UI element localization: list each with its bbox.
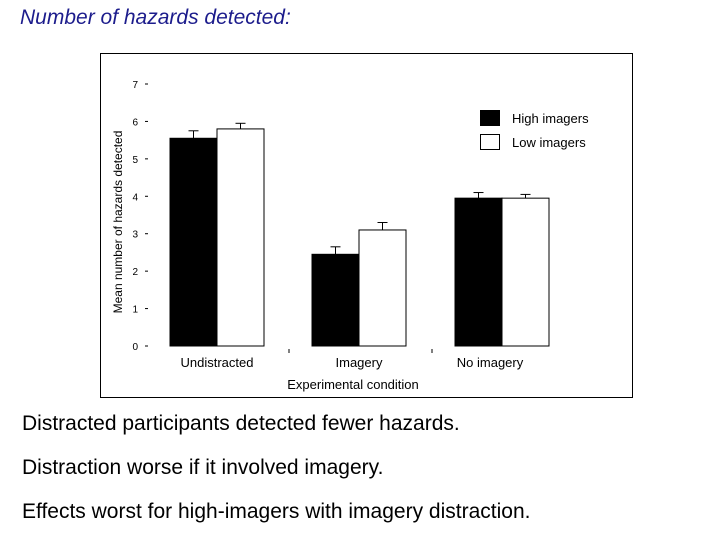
y-axis-label: Mean number of hazards detected: [111, 130, 125, 314]
legend-swatch-high: [480, 110, 500, 126]
bar-low-2: [501, 197, 550, 347]
bar-low-1: [358, 229, 407, 347]
legend-label-low: Low imagers: [512, 134, 586, 150]
y-tick-label: 2: [132, 267, 138, 278]
y-tick-label: 0: [132, 342, 138, 353]
y-tick-label: 4: [132, 192, 138, 203]
caption-line-2: Distraction worse if it involved imagery…: [22, 456, 384, 479]
category-label-undistracted: Undistracted: [180, 355, 254, 370]
caption-line-3: Effects worst for high-imagers with imag…: [22, 500, 531, 523]
slide-title: Number of hazards detected:: [20, 6, 291, 29]
y-tick-label: 5: [132, 155, 138, 166]
y-tick-label: 6: [132, 117, 138, 128]
legend-swatch-low: [480, 134, 500, 150]
legend-item-low-imagers: Low imagers: [480, 133, 586, 151]
bar-high-1: [311, 253, 360, 347]
caption-line-1: Distracted participants detected fewer h…: [22, 412, 460, 435]
legend-label-high: High imagers: [512, 110, 589, 126]
bar-low-0: [216, 128, 265, 347]
y-tick-label: 7: [132, 80, 138, 91]
y-tick-label: 1: [132, 305, 138, 316]
legend-item-high-imagers: High imagers: [480, 109, 589, 127]
bar-high-2: [454, 197, 503, 347]
category-label-no-imagery: No imagery: [456, 355, 524, 370]
bar-high-0: [169, 137, 218, 347]
y-tick-label: 3: [132, 230, 138, 241]
category-label-imagery: Imagery: [335, 355, 383, 370]
x-axis-label: Experimental condition: [287, 377, 419, 392]
